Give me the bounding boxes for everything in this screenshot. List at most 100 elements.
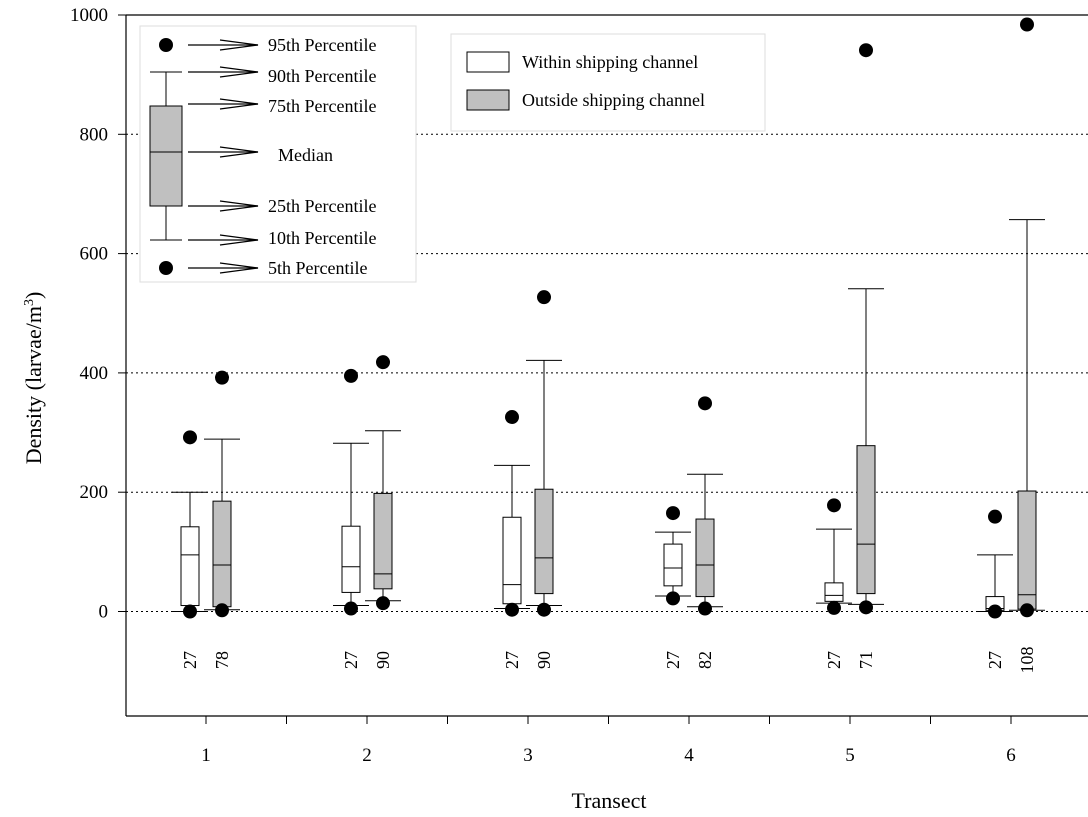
- key-arrow-p75: [188, 98, 259, 110]
- p5-point: [698, 601, 712, 616]
- box-within-4: [655, 506, 691, 606]
- sample-size-label: 27: [502, 651, 522, 669]
- key-arrow-p10: [188, 234, 259, 246]
- p5-point: [215, 603, 229, 618]
- key-label-p5: 5th Percentile: [268, 258, 367, 278]
- y-tick-label: 400: [80, 363, 109, 384]
- p95-point: [183, 430, 197, 445]
- sample-size-label: 108: [1017, 647, 1037, 674]
- iqr-box: [695, 518, 715, 598]
- key-arrow-p95: [188, 39, 259, 51]
- series-legend-frame: [450, 33, 766, 132]
- sample-size-labels: 27 27 27 27 27 27 78 90 90 82 71 108: [180, 647, 1037, 674]
- axes: 0 200 400 600 800 1000 1 2 3 4 5 6: [70, 5, 1088, 766]
- p95-point: [215, 370, 229, 385]
- p95-point: [988, 509, 1002, 524]
- p95-point: [859, 43, 873, 58]
- key-arrow-p90: [188, 66, 259, 78]
- box-series: [172, 17, 1045, 619]
- x-tick-label: 5: [845, 745, 855, 766]
- key-arrow-p5: [188, 262, 259, 274]
- p95-point: [666, 506, 680, 521]
- key-label-p25: 25th Percentile: [268, 196, 376, 216]
- p95-point: [827, 498, 841, 513]
- p5-point: [1020, 603, 1034, 618]
- arrow-head: [219, 200, 259, 212]
- arrow-head: [219, 262, 259, 274]
- y-axis-title: Density (larvae/m3): [21, 292, 46, 465]
- x-tick-label: 1: [201, 745, 211, 766]
- p95-point: [698, 396, 712, 411]
- iqr-box: [1017, 490, 1037, 610]
- y-axis-title-end: ): [21, 292, 46, 299]
- key-arrow-median: [188, 146, 259, 158]
- box-within-2: [333, 368, 369, 616]
- y-tick-label: 200: [80, 482, 109, 503]
- y-tick-label: 800: [80, 124, 109, 145]
- legend-swatch-within: [466, 51, 510, 73]
- sample-size-label: 27: [824, 651, 844, 669]
- key-label-p10: 10th Percentile: [268, 228, 376, 248]
- box-outside-1: [204, 370, 240, 618]
- key-label-p95: 95th Percentile: [268, 35, 376, 55]
- y-tick-label: 1000: [70, 5, 108, 26]
- iqr-box: [502, 516, 522, 605]
- x-tick-label: 3: [523, 745, 533, 766]
- key-label-median: Median: [278, 145, 333, 165]
- box-within-3: [494, 410, 530, 617]
- p95-point: [537, 290, 551, 305]
- p5-point: [537, 602, 551, 617]
- x-axis-title: Transect: [572, 788, 647, 813]
- x-tick-label: 2: [362, 745, 372, 766]
- key-label-p90: 90th Percentile: [268, 66, 376, 86]
- iqr-box: [212, 500, 232, 608]
- iqr-box: [856, 445, 876, 595]
- box-within-6: [977, 509, 1013, 619]
- key-label-p75: 75th Percentile: [268, 96, 376, 116]
- p5-point: [183, 604, 197, 619]
- box-outside-4: [687, 396, 723, 616]
- sample-size-label: 90: [534, 651, 554, 669]
- p95-point: [505, 410, 519, 425]
- sample-size-label: 27: [663, 651, 683, 669]
- iqr-box: [534, 488, 554, 595]
- sample-size-label: 27: [985, 651, 1005, 669]
- series-legend: Within shipping channel Outside shipping…: [450, 33, 766, 132]
- sample-size-label: 78: [212, 651, 232, 669]
- iqr-box: [663, 543, 683, 587]
- key-iqr-box: [149, 105, 183, 207]
- y-tick-label: 600: [80, 244, 109, 265]
- y-axis-title-main: Density (larvae/m: [21, 306, 46, 464]
- p95-point: [344, 368, 358, 383]
- y-tick-label: 0: [99, 602, 109, 623]
- legend-swatch-outside: [466, 89, 510, 111]
- key-p5-point: [159, 261, 173, 275]
- box-outside-3: [526, 290, 562, 617]
- sample-size-label: 71: [856, 651, 876, 669]
- p5-point: [505, 602, 519, 617]
- arrow-head: [219, 146, 259, 158]
- arrow-head: [219, 66, 259, 78]
- iqr-box: [373, 492, 393, 590]
- key-arrow-p25: [188, 200, 259, 212]
- p5-point: [988, 604, 1002, 619]
- iqr-box: [341, 525, 361, 593]
- sample-size-label: 27: [180, 651, 200, 669]
- percentile-key: 95th Percentile 90th Percentile 75th Per…: [139, 25, 417, 283]
- box-outside-5: [848, 43, 884, 615]
- arrow-head: [219, 234, 259, 246]
- p5-point: [859, 600, 873, 615]
- percentile-key-frame: [139, 25, 417, 283]
- key-p95-point: [159, 38, 173, 52]
- p5-point: [666, 591, 680, 606]
- arrow-head: [219, 39, 259, 51]
- p95-point: [376, 355, 390, 370]
- p5-point: [344, 601, 358, 616]
- iqr-box: [180, 526, 200, 607]
- sample-size-label: 90: [373, 651, 393, 669]
- legend-label-outside: Outside shipping channel: [522, 90, 705, 110]
- y-axis-title-superscript: 3: [22, 299, 37, 306]
- box-outside-6: [1009, 17, 1045, 618]
- box-outside-2: [365, 355, 401, 611]
